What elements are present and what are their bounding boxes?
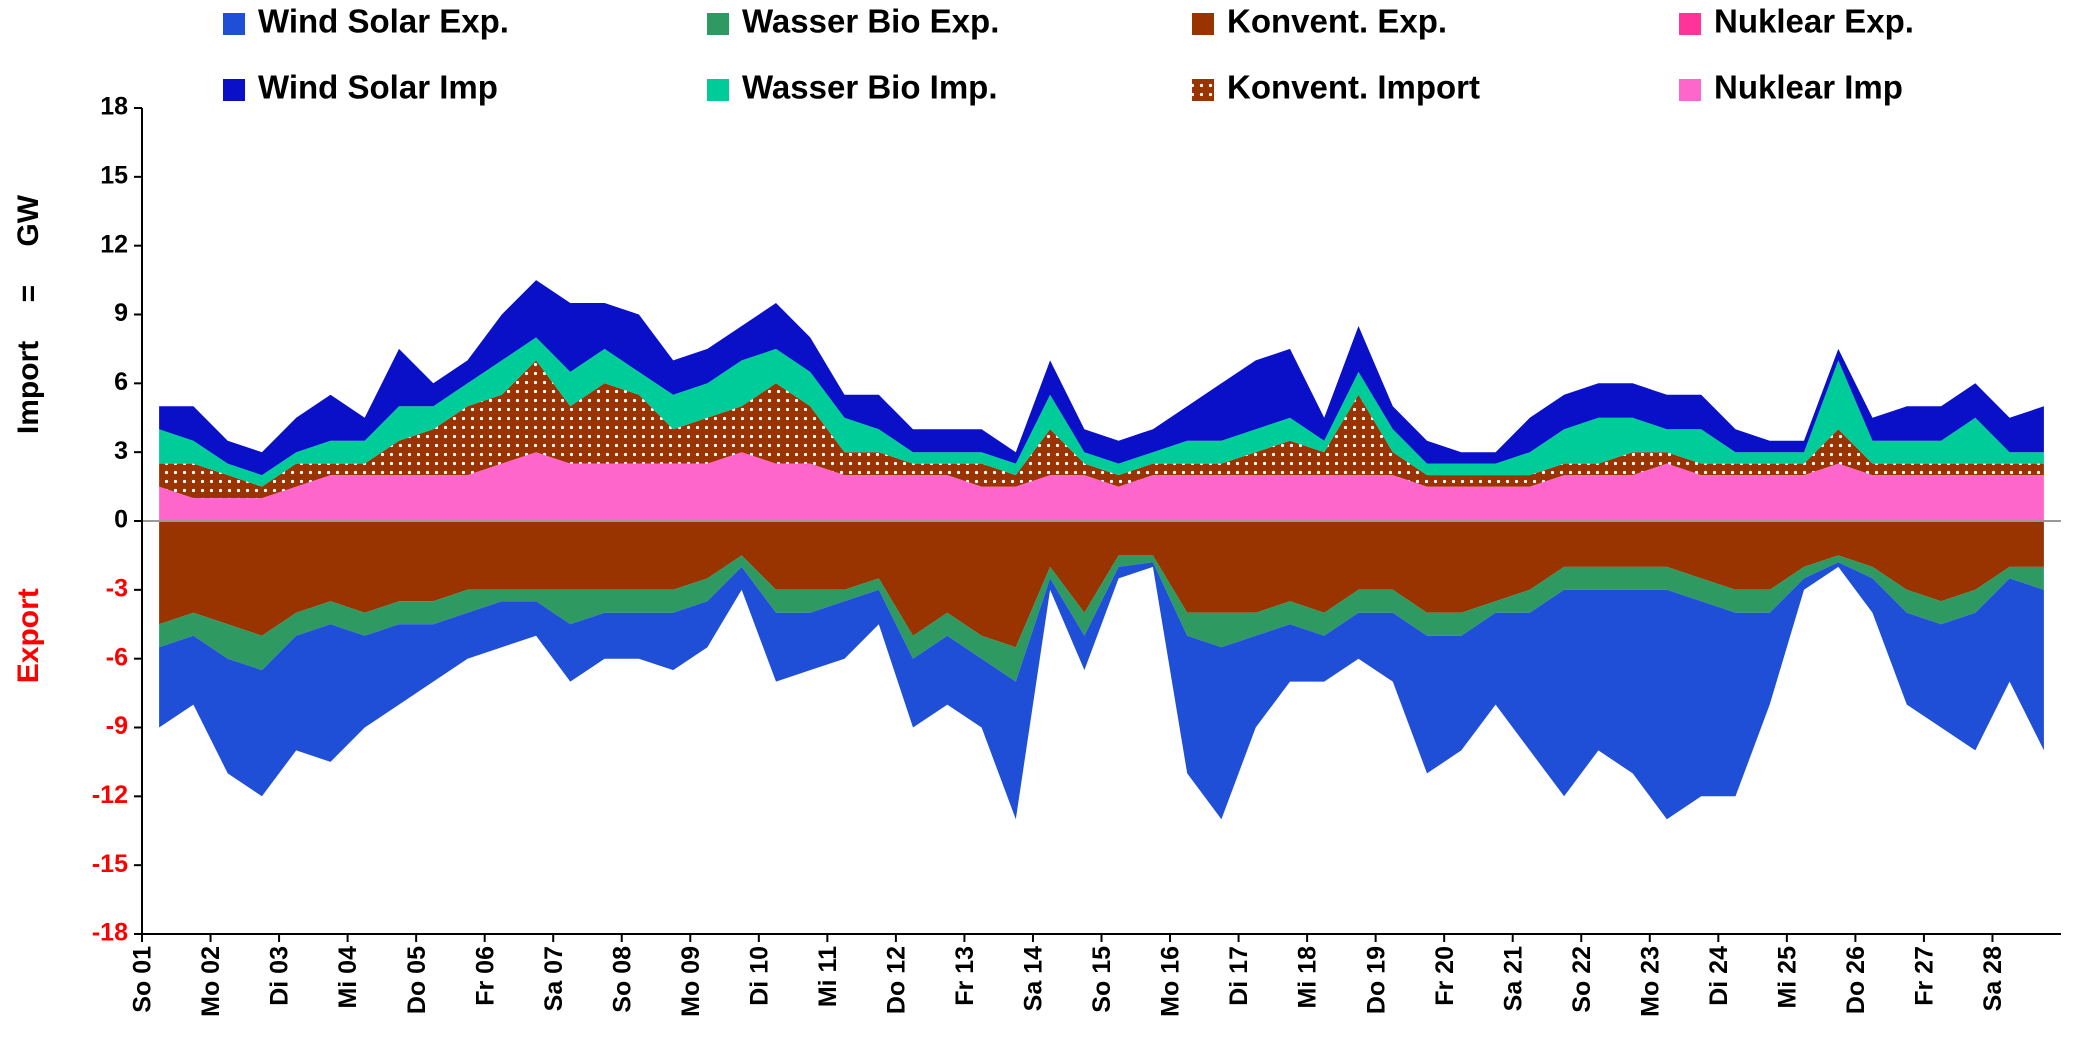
x-tick-label: So 15 — [1088, 946, 1116, 1013]
y-tick-label: 15 — [100, 161, 128, 189]
x-tick-label: Do 12 — [883, 946, 911, 1014]
x-tick-label: Do 19 — [1362, 946, 1390, 1014]
x-tick-label: Sa 21 — [1499, 946, 1527, 1011]
x-tick-label: So 01 — [129, 946, 157, 1013]
y-tick-label: 12 — [100, 230, 128, 258]
x-tick-label: Fr 13 — [951, 946, 979, 1006]
y-tick-label: -3 — [106, 574, 128, 602]
legend-swatch — [1679, 13, 1701, 35]
legend-label: Wind Solar Imp — [258, 69, 498, 106]
legend-label: Konvent. Import — [1227, 69, 1480, 106]
x-tick-label: Do 26 — [1842, 946, 1870, 1014]
legend-swatch — [707, 13, 729, 35]
legend-swatch — [223, 79, 245, 101]
x-tick-label: Di 10 — [745, 946, 773, 1006]
x-tick-label: So 22 — [1568, 946, 1596, 1013]
legend-label: Nuklear Exp. — [1714, 3, 1914, 40]
y-axis-title: Import = GW — [12, 194, 45, 434]
legend-label: Nuklear Imp — [1714, 69, 1903, 106]
legend-label: Wind Solar Exp. — [258, 3, 509, 40]
y-tick-label: -9 — [106, 712, 128, 740]
x-tick-label: Di 17 — [1225, 946, 1253, 1006]
x-tick-label: Mi 11 — [814, 946, 842, 1007]
x-tick-label: Di 03 — [266, 946, 294, 1006]
legend-label: Wasser Bio Exp. — [742, 3, 999, 40]
area — [159, 555, 2044, 682]
x-tick-label: Sa 07 — [540, 946, 568, 1011]
x-tick-label: Mi 04 — [334, 946, 362, 1009]
x-tick-label: Di 24 — [1705, 946, 1733, 1006]
y-tick-label: -12 — [92, 781, 128, 809]
legend-swatch — [223, 13, 245, 35]
area — [159, 521, 2044, 648]
legend-swatch — [1679, 79, 1701, 101]
y-tick-label: 9 — [114, 299, 128, 327]
x-tick-label: Fr 20 — [1431, 946, 1459, 1006]
x-tick-label: Sa 28 — [1979, 946, 2007, 1011]
y-tick-label: -6 — [106, 643, 128, 671]
x-tick-label: Fr 06 — [471, 946, 499, 1006]
x-tick-label: Mo 02 — [197, 946, 225, 1017]
legend-label: Wasser Bio Imp. — [742, 69, 998, 106]
y-tick-label: 18 — [100, 93, 128, 121]
x-tick-label: Mo 16 — [1157, 946, 1185, 1017]
legend-label: Konvent. Exp. — [1227, 3, 1447, 40]
y-tick-label: 0 — [114, 506, 128, 534]
area — [159, 562, 2044, 820]
x-tick-label: Sa 14 — [1020, 946, 1048, 1011]
x-tick-label: So 08 — [608, 946, 636, 1013]
y-tick-label: -18 — [92, 919, 128, 947]
x-tick-label: Mi 18 — [1294, 946, 1322, 1009]
area — [159, 337, 2044, 487]
area — [159, 280, 2044, 476]
area — [159, 452, 2044, 521]
legend-swatch — [707, 79, 729, 101]
x-tick-label: Mi 25 — [1773, 946, 1801, 1009]
x-tick-label: Mo 23 — [1636, 946, 1664, 1017]
y-tick-label: 3 — [114, 437, 128, 465]
legend-swatch — [1192, 79, 1214, 101]
x-tick-label: Mo 09 — [677, 946, 705, 1017]
y-tick-label: 6 — [114, 368, 128, 396]
legend-swatch — [1192, 13, 1214, 35]
y-tick-label: -15 — [92, 850, 128, 878]
area — [159, 360, 2044, 499]
x-tick-label: Do 05 — [403, 946, 431, 1014]
y-axis-title-negative: Export — [12, 588, 45, 683]
x-tick-label: Fr 27 — [1911, 946, 1939, 1006]
